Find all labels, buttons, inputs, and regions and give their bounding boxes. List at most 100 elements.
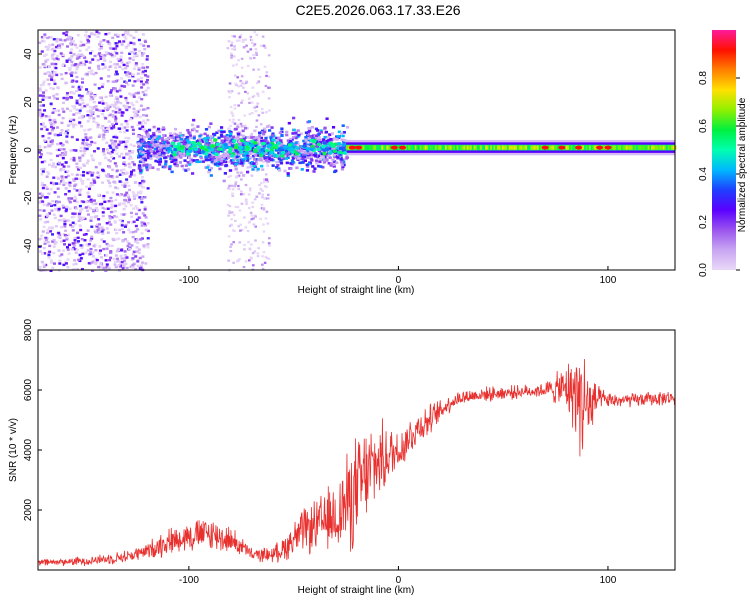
spectrogram-cell: [326, 135, 331, 139]
spectrogram-cell: [266, 135, 269, 138]
spectrogram-cell: [339, 156, 343, 159]
spectrogram-cell: [75, 57, 79, 60]
spectrogram-cell: [140, 221, 144, 224]
spectrogram-cell: [251, 252, 255, 255]
spectrogram-cell: [234, 183, 237, 186]
spectrogram-cell: [38, 87, 42, 90]
spectrogram-cell: [47, 253, 51, 256]
spectrogram-cell: [244, 38, 248, 41]
spectrogram-cell: [108, 184, 112, 188]
spectrogram-cell: [120, 51, 124, 55]
spectrogram-cell: [230, 44, 233, 47]
spectrogram-cell: [115, 250, 119, 253]
spectrogram-cell: [43, 109, 47, 112]
spectrogram-cell: [298, 161, 302, 165]
spectrogram-cell: [109, 256, 113, 260]
spectrogram-cell: [265, 256, 269, 260]
spectrogram-cell: [73, 199, 77, 203]
spectrogram-cell: [187, 167, 191, 171]
spectrogram-cell: [261, 154, 266, 158]
spectrogram-cell: [75, 111, 79, 115]
spectrogram-peak: [575, 145, 583, 150]
spectrogram-cell: [278, 160, 282, 164]
spectrogram-cell: [287, 121, 291, 125]
spectrogram-cell: [94, 260, 98, 263]
spectrogram-cell: [59, 131, 63, 135]
spectrogram-cell: [43, 145, 47, 149]
spectrogram-cell: [483, 145, 486, 150]
spectrogram-cell: [264, 148, 269, 153]
spectrogram-cell: [67, 199, 71, 202]
spectrogram-cell: [245, 170, 250, 174]
spectrogram-cell: [53, 216, 57, 220]
spectrogram-cell: [131, 207, 135, 210]
spectrogram-cell: [118, 155, 122, 158]
spectrogram-cell: [230, 56, 233, 59]
spectrogram-cell: [70, 225, 74, 229]
spectrogram-cell: [70, 216, 74, 219]
spectrogram-cell: [85, 147, 89, 151]
spectrogram-cell: [379, 145, 382, 150]
spectrogram-cell: [50, 209, 54, 212]
spectrogram-cell: [236, 123, 239, 126]
spectrogram-cell: [237, 118, 241, 122]
spectrogram-cell: [468, 145, 471, 150]
spectrogram-cell: [72, 39, 76, 43]
spectrogram-cell: [228, 205, 232, 208]
spectrogram-cell: [230, 161, 234, 165]
spectrogram-cell: [49, 121, 53, 125]
spectrogram-cell: [126, 125, 130, 129]
spectrogram-cell: [134, 268, 138, 271]
spectrogram-cell: [113, 33, 117, 37]
spectrogram-cell: [261, 241, 265, 244]
spectrogram-cell: [173, 147, 178, 152]
spectrogram-cell: [113, 63, 117, 66]
spectrogram-cell: [325, 158, 329, 162]
spectrogram-cell: [253, 106, 256, 109]
spectrogram-cell: [461, 145, 464, 150]
colorbar: 0.00.20.40.60.8 Normalized spectral ampl…: [698, 30, 748, 277]
spectrogram-cell: [119, 58, 123, 61]
spectrogram-cell: [113, 101, 117, 104]
spectrogram-cell: [98, 48, 102, 51]
spectrogram-cell: [134, 240, 138, 243]
spectrogram-cell: [101, 181, 105, 184]
spectrogram-cell: [247, 259, 251, 262]
spectrogram-cell: [315, 134, 319, 138]
spectrogram-cell: [176, 147, 182, 151]
spectrogram-cell: [81, 154, 85, 157]
spectrogram-cell: [47, 212, 51, 215]
spectrogram-cell: [132, 163, 136, 166]
spectrogram-cell: [144, 224, 148, 227]
spectrogram-cell: [231, 121, 235, 124]
spectrogram-cell: [109, 139, 113, 142]
spectrogram-cell: [324, 130, 329, 134]
spectrogram-cell: [206, 166, 210, 169]
spectrogram-cell: [279, 156, 283, 159]
spectrogram-cell: [488, 145, 491, 150]
spectrogram-cell: [100, 99, 104, 102]
spectrogram-cell: [69, 149, 73, 152]
spectrogram-cell: [131, 58, 135, 62]
spectrogram-cell: [347, 145, 350, 150]
spectrogram-cell: [125, 31, 129, 35]
spectrogram-cell: [110, 216, 114, 219]
spectrogram-cell: [279, 161, 284, 165]
spectrogram-cell: [102, 247, 106, 251]
spectrogram-cell: [82, 200, 86, 204]
spectrogram-cell: [123, 131, 127, 134]
spectrogram-cell: [257, 134, 262, 138]
spectrogram-cell: [66, 170, 70, 173]
spectrogram-cell: [123, 225, 127, 228]
spectrogram-cell: [256, 154, 260, 157]
spectrogram-cell: [94, 165, 98, 169]
spectrogram-cell: [141, 144, 146, 147]
spectrogram-cell: [215, 131, 219, 134]
spectrogram-cell: [100, 226, 104, 229]
spectrogram-cell: [223, 172, 227, 175]
spectrogram-cell: [52, 213, 56, 217]
spectrogram-cell: [290, 138, 294, 141]
spectrogram-cell: [248, 101, 251, 105]
spectrogram-cell: [265, 71, 269, 74]
spectrogram-cell: [250, 162, 254, 166]
